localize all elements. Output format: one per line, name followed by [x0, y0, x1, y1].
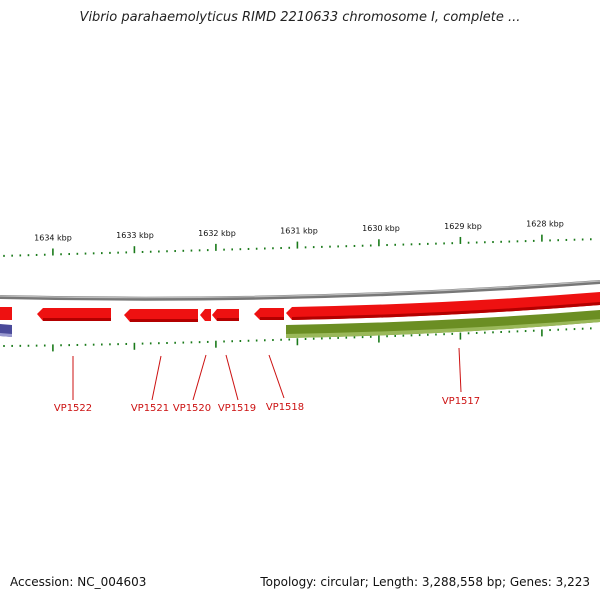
footer-summary: Topology: circular; Length: 3,288,558 bp…: [260, 575, 590, 589]
gene-arrow-left-edge: [0, 307, 12, 320]
leader-vp1520: [192, 354, 207, 401]
scale-ticks-inner: [3, 327, 592, 352]
gene-band-vp1517: [286, 292, 600, 320]
gene-label-vp1522: VP1522: [54, 403, 92, 414]
gene-label-vp1518: VP1518: [266, 402, 304, 413]
gene-band-vp1517-shade: [292, 302, 600, 320]
gene-arrow-shade-4: [260, 317, 284, 320]
backbone-arc: [0, 280, 600, 301]
gene-label-vp1517: VP1517: [442, 396, 480, 407]
scale-labels: 1634 kbp 1633 kbp 1632 kbp 1631 kbp 1630 kbp…: [34, 220, 564, 243]
scale-ticks-outer: [3, 234, 592, 257]
gene-arrow-vp1522: [37, 308, 111, 321]
gene-label-vp1521: VP1521: [131, 403, 169, 414]
scale-label: 1628 kbp: [526, 220, 564, 229]
gene-label-vp1519: VP1519: [218, 403, 256, 414]
scale-label: 1630 kbp: [362, 224, 400, 233]
leader-vp1521: [151, 355, 162, 401]
olive-band-highlight: [286, 319, 600, 338]
gene-arrow-vp1521: [124, 309, 198, 322]
backbone-arc-highlight: [0, 280, 600, 299]
scale-label: 1629 kbp: [444, 222, 482, 231]
scale-label: 1633 kbp: [116, 231, 154, 240]
gene-arrow-shade-1: [43, 318, 111, 321]
gene-arrow-shade-3: [217, 318, 239, 321]
map-title: Vibrio parahaemolyticus RIMD 2210633 chr…: [79, 10, 521, 25]
leader-vp1517: [458, 347, 462, 393]
scale-label: 1632 kbp: [198, 229, 236, 238]
gene-arrow-vp1520: [200, 309, 211, 321]
blue-fragment-shade: [0, 333, 12, 337]
leader-vp1519: [225, 354, 239, 401]
footer-accession: Accession: NC_004603: [10, 575, 147, 589]
leader-vp1518: [268, 354, 285, 399]
scale-label: 1631 kbp: [280, 227, 318, 236]
olive-band: [286, 310, 600, 338]
gene-label-vp1520: VP1520: [173, 403, 211, 414]
scale-label: 1634 kbp: [34, 233, 72, 242]
gene-arrow-shade-2: [130, 319, 198, 322]
